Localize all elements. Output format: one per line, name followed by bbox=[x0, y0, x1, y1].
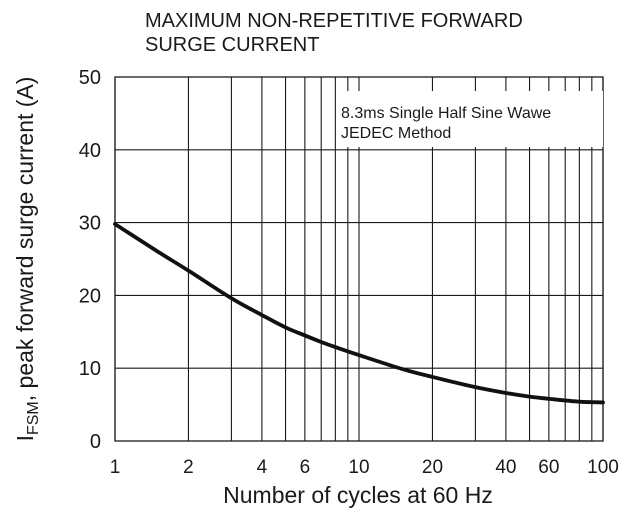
y-axis-label: IFSM, peak forward surge current (A) bbox=[12, 77, 42, 442]
chart-title-line-2: SURGE CURRENT bbox=[145, 34, 319, 56]
annotation-line-2: JEDEC Method bbox=[341, 125, 451, 142]
y-tick-label: 10 bbox=[79, 358, 101, 380]
y-tick-label: 50 bbox=[79, 67, 101, 89]
x-tick-label: 4 bbox=[257, 457, 268, 478]
x-tick-labels: 1 2 4 6 10 20 40 60 100 bbox=[110, 457, 619, 478]
annotation-box bbox=[337, 91, 603, 147]
x-tick-label: 20 bbox=[422, 457, 443, 478]
series-curve bbox=[113, 222, 605, 405]
y-tick-label: 40 bbox=[79, 140, 101, 162]
y-tick-label: 20 bbox=[79, 285, 101, 307]
x-tick-label: 40 bbox=[495, 457, 516, 478]
y-axis-label-sub: FSM bbox=[25, 401, 42, 435]
chart-title-line-1: MAXIMUM NON-REPETITIVE FORWARD bbox=[145, 10, 523, 32]
x-tick-label: 1 bbox=[110, 457, 121, 478]
y-axis-label-rest: , peak forward surge current (A) bbox=[12, 77, 38, 402]
x-tick-label: 10 bbox=[348, 457, 369, 478]
x-tick-label: 60 bbox=[538, 457, 559, 478]
y-tick-labels: 0 10 20 30 40 50 bbox=[79, 67, 101, 453]
plot-frame bbox=[114, 76, 604, 442]
x-tick-label: 100 bbox=[587, 457, 619, 478]
x-axis-label: Number of cycles at 60 Hz bbox=[223, 482, 493, 508]
y-axis-label-main: I bbox=[12, 435, 38, 441]
x-tick-label: 6 bbox=[300, 457, 311, 478]
x-tick-label: 2 bbox=[183, 457, 194, 478]
y-tick-label: 30 bbox=[79, 213, 101, 235]
y-tick-label: 0 bbox=[90, 431, 101, 453]
annotation-line-1: 8.3ms Single Half Sine Wawe bbox=[341, 105, 551, 122]
